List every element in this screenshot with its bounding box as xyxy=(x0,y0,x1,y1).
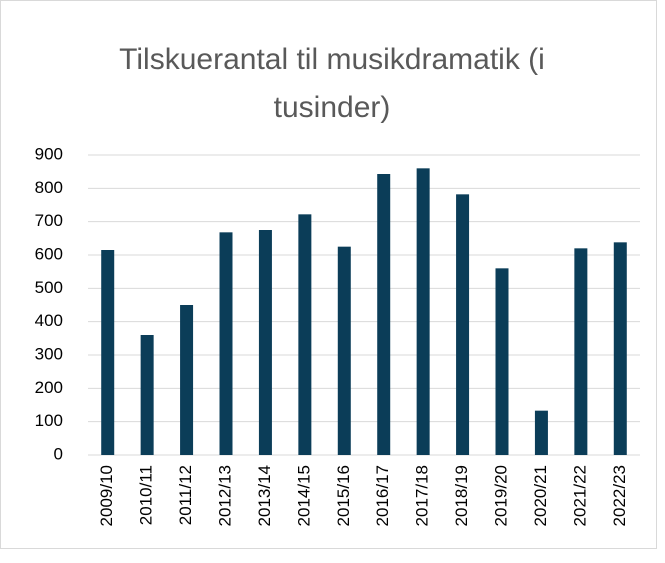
y-tick-label: 300 xyxy=(35,344,63,363)
x-tick-label: 2021/22 xyxy=(570,465,589,526)
x-tick-label: 2014/15 xyxy=(294,465,313,526)
bar xyxy=(377,174,391,455)
bar xyxy=(574,248,588,455)
x-tick-label: 2018/19 xyxy=(452,465,471,526)
bar xyxy=(101,250,115,455)
y-tick-label: 200 xyxy=(35,378,63,397)
bar xyxy=(534,410,548,455)
x-tick-label: 2022/23 xyxy=(610,465,629,526)
bar xyxy=(140,335,154,455)
x-tick-label: 2009/10 xyxy=(97,465,116,526)
y-tick-label: 800 xyxy=(35,178,63,197)
x-tick-label: 2012/13 xyxy=(215,465,234,526)
y-tick-label: 600 xyxy=(35,244,63,263)
bar xyxy=(495,268,509,455)
x-tick-label: 2017/18 xyxy=(413,465,432,526)
bar xyxy=(298,214,312,455)
bar xyxy=(456,194,470,456)
bar xyxy=(180,305,194,455)
y-tick-label: 100 xyxy=(35,411,63,430)
bar xyxy=(219,232,233,455)
y-tick-label: 500 xyxy=(35,278,63,297)
y-tick-label: 700 xyxy=(35,211,63,230)
bar xyxy=(613,242,627,455)
chart-border xyxy=(0,0,657,549)
chart-title: Tilskuerantal til musikdramatik (i tusin… xyxy=(119,43,545,124)
x-tick-label: 2013/14 xyxy=(255,465,274,526)
y-tick-label: 900 xyxy=(35,144,63,163)
y-tick-label: 0 xyxy=(54,444,63,463)
bar xyxy=(337,246,351,455)
x-tick-label: 2019/20 xyxy=(491,465,510,526)
y-tick-label: 400 xyxy=(35,311,63,330)
x-tick-label: 2011/12 xyxy=(176,465,195,525)
x-tick-label: 2016/17 xyxy=(373,465,392,526)
x-tick-label: 2015/16 xyxy=(334,465,353,526)
bar xyxy=(258,230,272,455)
x-tick-label: 2020/21 xyxy=(531,465,550,526)
bar xyxy=(416,168,430,456)
x-tick-label: 2010/11 xyxy=(137,465,156,525)
